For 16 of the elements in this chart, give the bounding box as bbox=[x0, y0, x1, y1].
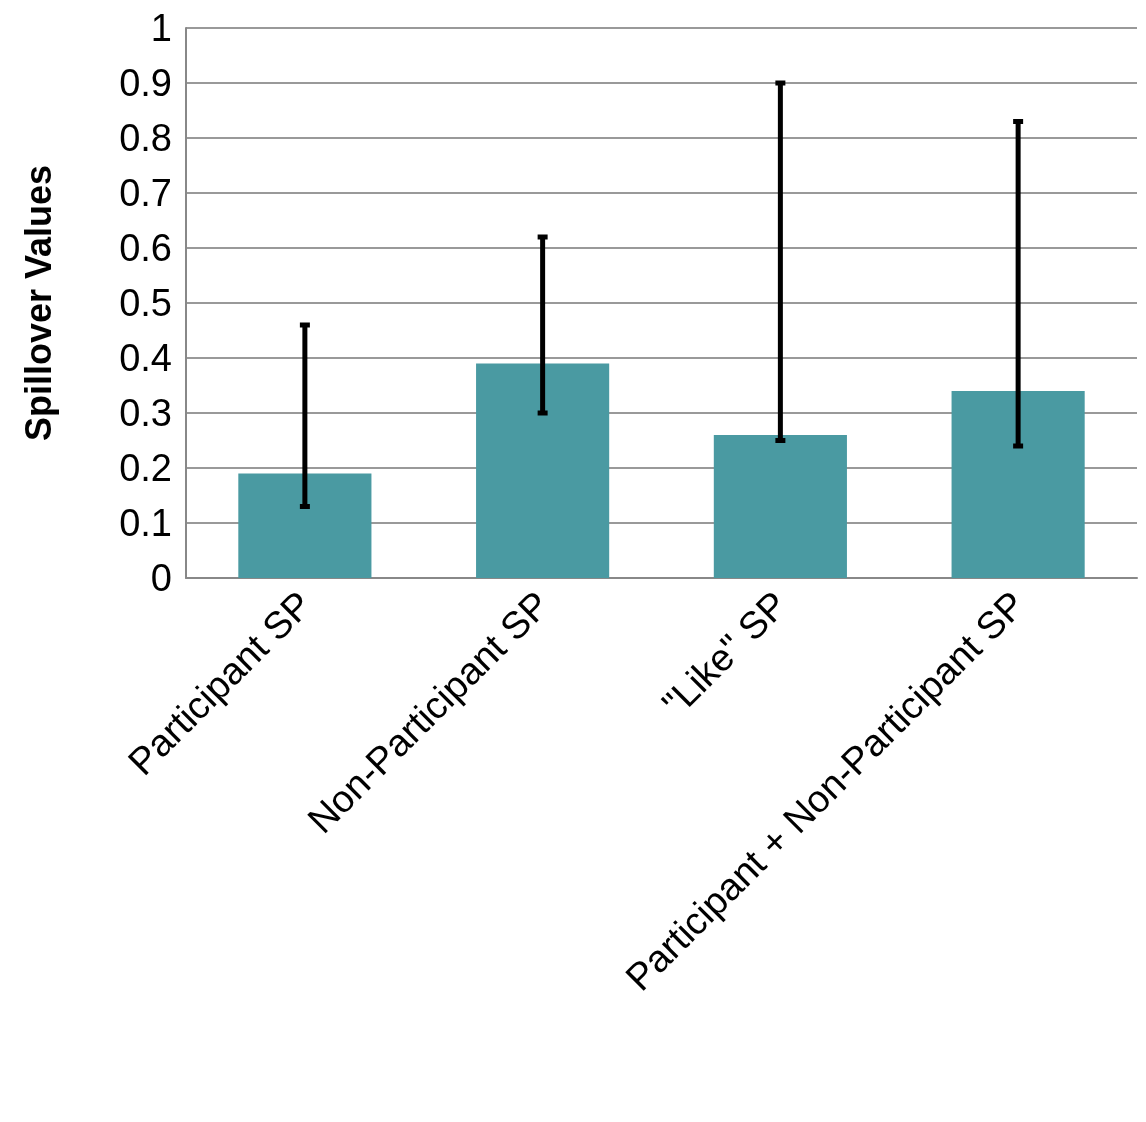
bar bbox=[713, 435, 847, 578]
y-tick-label: 0.9 bbox=[119, 62, 172, 104]
y-tick-label: 0.5 bbox=[119, 282, 172, 324]
y-tick-label: 0.6 bbox=[119, 227, 172, 269]
bar bbox=[238, 473, 372, 578]
y-tick-label: 0.2 bbox=[119, 447, 172, 489]
y-tick-label: 0.3 bbox=[119, 392, 172, 434]
y-tick-label: 0.1 bbox=[119, 502, 172, 544]
bar bbox=[476, 363, 610, 578]
y-tick-label: 0.7 bbox=[119, 172, 172, 214]
y-tick-label: 1 bbox=[150, 7, 172, 49]
y-tick-label: 0.8 bbox=[119, 117, 172, 159]
bar bbox=[951, 391, 1085, 578]
y-tick-label: 0 bbox=[150, 557, 172, 599]
y-axis-title: Spillover Values bbox=[17, 164, 59, 442]
y-tick-label: 0.4 bbox=[119, 337, 172, 379]
